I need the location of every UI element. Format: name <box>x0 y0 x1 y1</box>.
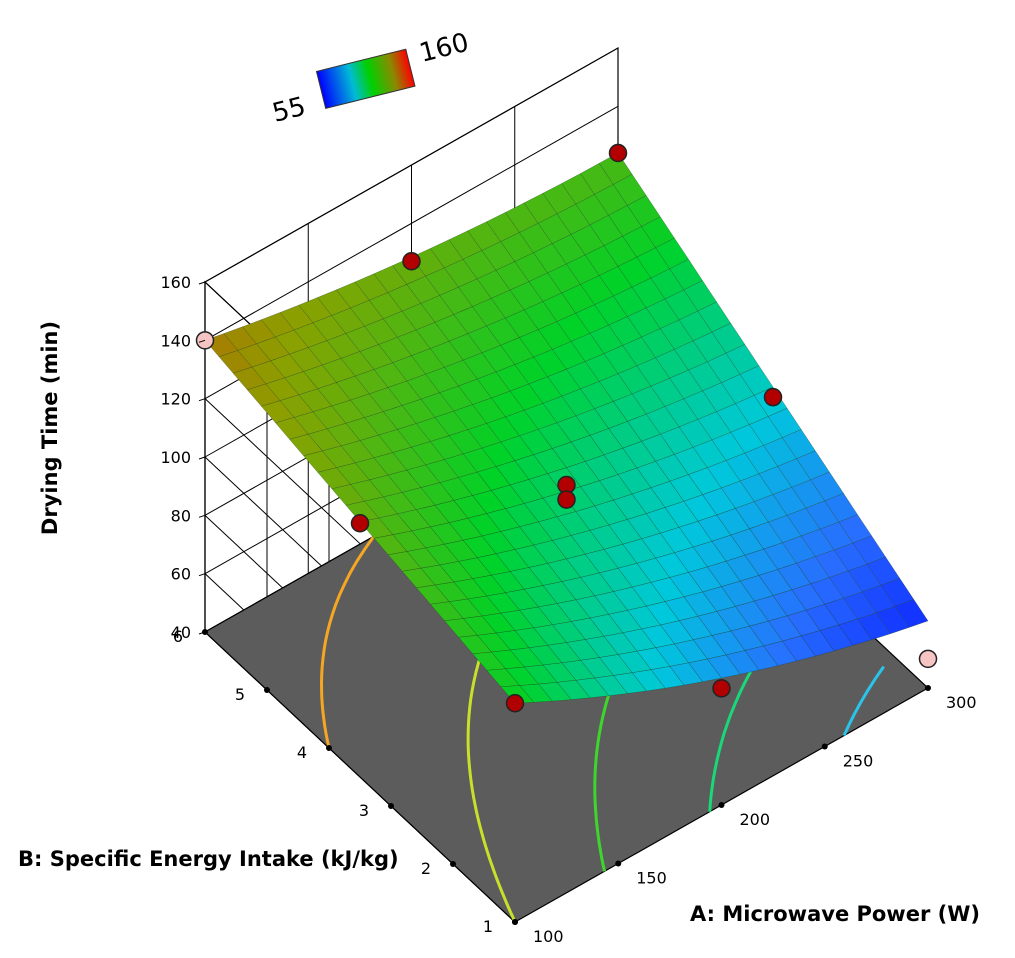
design-point <box>763 387 783 407</box>
x-tick-mark <box>512 919 518 925</box>
z-tick-mark <box>198 281 206 285</box>
y-tick-mark <box>450 861 456 867</box>
x-tick-mark <box>718 802 725 808</box>
x-tick-label: 300 <box>946 693 977 712</box>
y-tick-label: 2 <box>421 859 431 878</box>
z-axis-title: Drying Time (min) <box>38 321 62 535</box>
y-tick-mark <box>326 745 332 751</box>
z-tick-label: 100 <box>160 448 191 467</box>
design-point <box>608 143 628 163</box>
z-tick-mark <box>198 339 206 343</box>
y-tick-label: 1 <box>483 917 493 936</box>
x-tick-mark <box>821 743 828 750</box>
y-axis-title: B: Specific Energy Intake (kJ/kg) <box>18 847 399 871</box>
y-tick-mark <box>202 629 208 635</box>
colorbar: 55 160 <box>269 28 471 129</box>
axes: 40 60 80 100 120 140 160 1 2 3 4 5 6 100 150 200 250 300 <box>160 273 976 946</box>
design-point <box>712 679 731 698</box>
design-point <box>402 252 421 271</box>
x-tick-label: 250 <box>843 752 874 771</box>
z-tick-mark <box>198 456 206 460</box>
contour-line <box>842 665 885 737</box>
colorbar-min-label: 55 <box>269 92 308 129</box>
y-tick-label: 4 <box>297 743 307 762</box>
design-point <box>557 490 576 509</box>
x-tick-label: 150 <box>636 869 667 888</box>
y-tick-label: 6 <box>173 627 183 646</box>
colorbar-gradient <box>315 48 416 109</box>
design-point <box>505 694 525 713</box>
z-tick-label: 160 <box>160 273 191 292</box>
y-tick-label: 3 <box>359 801 369 820</box>
z-tick-mark <box>198 573 206 577</box>
z-tick-label: 120 <box>160 390 191 409</box>
x-axis-title: A: Microwave Power (W) <box>690 902 980 926</box>
z-tick-mark <box>198 398 206 402</box>
x-tick-label: 100 <box>533 927 564 946</box>
z-tick-mark <box>198 514 206 518</box>
contour-line <box>319 535 376 749</box>
colorbar-max-label: 160 <box>416 28 471 69</box>
z-tick-label: 140 <box>160 331 191 350</box>
surface-patch <box>894 599 929 628</box>
z-tick-label: 40 <box>171 623 191 642</box>
y-tick-mark <box>264 687 270 693</box>
response-surface <box>204 152 929 704</box>
design-points <box>195 143 938 713</box>
x-tick-mark <box>615 860 622 867</box>
x-tick-mark <box>925 685 931 691</box>
design-point <box>918 649 938 669</box>
z-tick-label: 80 <box>171 506 191 525</box>
x-tick-label: 200 <box>740 810 771 829</box>
z-tick-label: 60 <box>171 565 191 584</box>
y-tick-mark <box>388 803 394 809</box>
design-point <box>350 514 370 533</box>
y-tick-label: 5 <box>235 685 245 704</box>
